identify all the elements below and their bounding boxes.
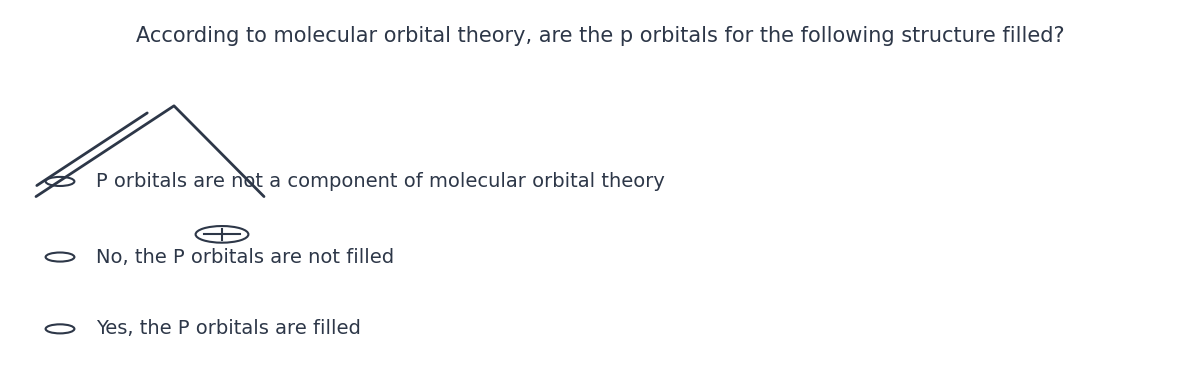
Text: P orbitals are not a component of molecular orbital theory: P orbitals are not a component of molecu…: [96, 172, 665, 191]
Text: Yes, the P orbitals are filled: Yes, the P orbitals are filled: [96, 319, 361, 338]
Text: According to molecular orbital theory, are the p orbitals for the following stru: According to molecular orbital theory, a…: [136, 26, 1064, 46]
Text: No, the P orbitals are not filled: No, the P orbitals are not filled: [96, 248, 394, 266]
